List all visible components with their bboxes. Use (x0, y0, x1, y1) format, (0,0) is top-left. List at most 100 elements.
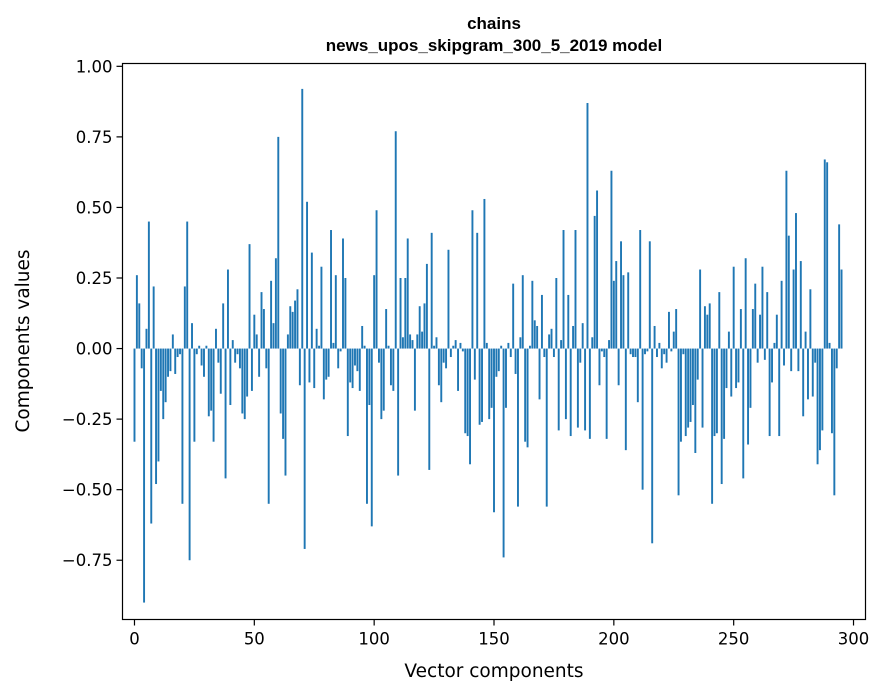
bar-101 (375, 210, 378, 349)
bar-277 (797, 348, 800, 372)
bar-283 (811, 348, 814, 397)
y-tick-label: 1.00 (76, 57, 113, 76)
bar-100 (373, 275, 376, 349)
bar-13 (164, 348, 167, 403)
bar-233 (691, 348, 694, 406)
bar-141 (471, 210, 474, 349)
bar-99 (370, 348, 373, 527)
bar-86 (339, 348, 342, 352)
x-tick-label: 150 (478, 630, 510, 649)
bar-15 (169, 348, 172, 372)
bar-137 (461, 348, 464, 352)
bar-270 (780, 280, 783, 349)
bar-282 (809, 289, 812, 349)
bar-164 (526, 348, 529, 448)
bar-124 (430, 232, 433, 349)
bar-210 (636, 348, 639, 403)
bar-59 (274, 258, 277, 349)
bar-146 (483, 198, 486, 349)
bar-39 (227, 269, 229, 349)
bar-267 (773, 342, 776, 349)
bar-28 (200, 348, 203, 366)
bar-200 (612, 280, 615, 349)
bar-217 (653, 325, 656, 349)
bar-292 (833, 348, 836, 496)
y-tick-label: −0.75 (62, 551, 113, 570)
bar-134 (454, 340, 457, 349)
bar-25 (193, 348, 196, 442)
bar-105 (385, 309, 388, 349)
bar-91 (351, 348, 354, 389)
bar-79 (322, 348, 325, 400)
bar-67 (294, 300, 297, 349)
bar-256 (747, 348, 750, 445)
bar-263 (763, 348, 766, 360)
bar-140 (469, 348, 471, 465)
bar-21 (183, 286, 186, 349)
bar-8 (152, 286, 155, 349)
bar-244 (718, 292, 721, 349)
bar-122 (425, 263, 428, 349)
bar-20 (181, 348, 184, 504)
bar-97 (366, 348, 368, 504)
bar-95 (361, 325, 364, 349)
bar-276 (795, 213, 797, 349)
bar-272 (785, 170, 788, 349)
bar-145 (481, 348, 483, 422)
bar-130 (445, 348, 448, 369)
bar-186 (579, 348, 582, 363)
bar-273 (787, 235, 790, 349)
bar-291 (830, 348, 833, 434)
bar-268 (775, 314, 778, 349)
x-tick-label: 50 (244, 630, 265, 649)
bars-group (133, 88, 843, 603)
bar-2 (138, 303, 141, 349)
chart-title-line2: news_upos_skipgram_300_5_2019 model (326, 36, 662, 55)
bar-239 (706, 314, 709, 349)
bar-242 (713, 348, 716, 437)
x-tick-label: 300 (838, 630, 870, 649)
bar-51 (255, 334, 258, 349)
bar-228 (679, 348, 682, 442)
bar-11 (159, 348, 162, 391)
bar-42 (234, 348, 237, 363)
bar-118 (416, 334, 419, 349)
bar-12 (162, 348, 165, 420)
bar-92 (354, 348, 356, 366)
bar-57 (270, 280, 273, 349)
bar-159 (514, 348, 517, 374)
bar-6 (147, 221, 150, 349)
bar-62 (282, 348, 285, 439)
bar-153 (500, 345, 503, 349)
bar-188 (584, 348, 587, 431)
bar-40 (229, 348, 232, 406)
bar-253 (739, 309, 742, 349)
bar-191 (591, 337, 594, 349)
bar-236 (699, 269, 702, 349)
bar-227 (677, 348, 680, 496)
bar-53 (260, 292, 263, 349)
bar-37 (222, 303, 225, 349)
y-axis-ticks: −0.75 −0.50 −0.25 0.00 0.25 0.50 0.75 1.00 (62, 57, 123, 570)
bar-174 (550, 328, 553, 349)
bar-154 (502, 348, 505, 558)
bar-24 (191, 323, 193, 349)
bar-43 (236, 348, 239, 355)
bar-211 (639, 230, 642, 349)
bar-142 (473, 348, 476, 380)
bar-107 (389, 348, 392, 386)
bar-152 (497, 348, 500, 372)
bar-61 (279, 348, 282, 414)
bar-251 (735, 348, 738, 389)
bar-295 (840, 269, 843, 349)
bar-75 (313, 348, 316, 389)
bar-258 (751, 309, 754, 349)
bar-119 (418, 306, 421, 349)
bar-87 (342, 238, 344, 349)
bar-150 (493, 348, 495, 513)
bar-163 (524, 348, 527, 442)
bar-162 (521, 275, 524, 349)
bar-226 (675, 309, 678, 349)
bar-285 (816, 348, 819, 465)
chart-title-line1: chains (467, 14, 521, 33)
